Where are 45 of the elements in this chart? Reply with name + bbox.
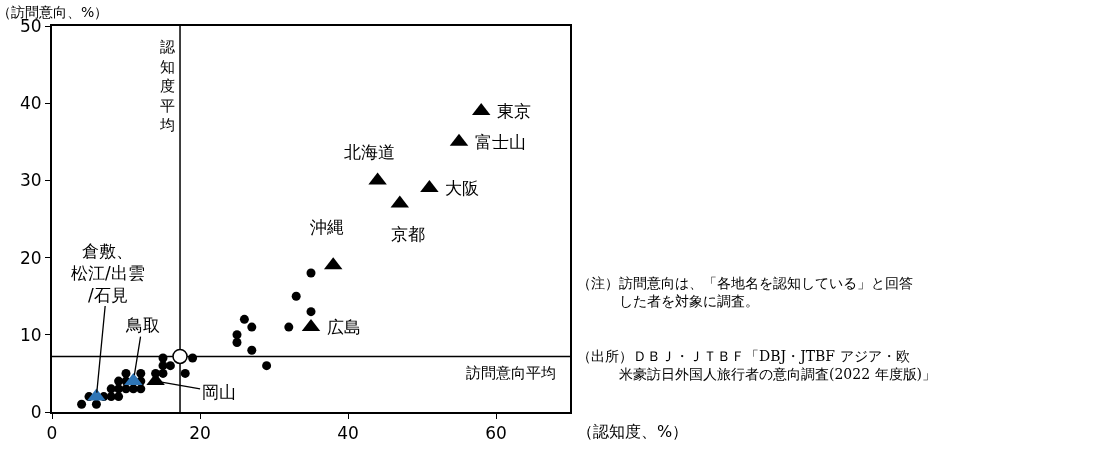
point (232, 338, 242, 348)
annotation: 富士山 (475, 132, 526, 152)
point (306, 307, 316, 317)
point (291, 291, 301, 301)
point (91, 399, 101, 409)
point (239, 314, 249, 324)
x-tick-label: 0 (46, 423, 58, 444)
point (180, 368, 190, 378)
point (121, 368, 131, 378)
point (165, 361, 175, 371)
point (158, 353, 168, 363)
point (306, 268, 316, 278)
point (114, 392, 124, 402)
y-tick-label: 20 (19, 247, 42, 268)
annotation: 倉敷、松江/出雲/石見 (71, 241, 145, 306)
point (247, 322, 257, 332)
y-tick-label: 30 (19, 170, 42, 191)
annotation: 京都 (391, 224, 425, 244)
annotation: 岡山 (202, 382, 236, 402)
ref-line-label: 訪問意向平均 (466, 364, 556, 382)
y-tick-label: 40 (19, 93, 42, 114)
annotation: 沖縄 (310, 217, 344, 237)
x-axis-title: （認知度、%） (577, 422, 689, 441)
point (77, 399, 87, 409)
point (114, 376, 124, 386)
annotation: 東京 (497, 101, 531, 121)
x-tick-label: 20 (189, 423, 211, 444)
point (247, 345, 257, 355)
annotation: 北海道 (344, 142, 395, 162)
annotation: 鳥取 (125, 315, 160, 335)
y-tick-label: 0 (30, 401, 42, 422)
annotation: 大阪 (445, 178, 479, 198)
point (262, 361, 272, 371)
point (172, 348, 188, 365)
x-tick-label: 60 (485, 423, 507, 444)
point (284, 322, 294, 332)
text: （注）訪問意向は、「各地名を認知している」と回答した者を対象に調査。 (577, 275, 913, 310)
point (136, 384, 146, 394)
x-tick-label: 40 (337, 423, 359, 444)
ref-line-label: 認知度平均 (159, 38, 175, 134)
point (136, 368, 146, 378)
annotation: 広島 (327, 317, 361, 337)
point (188, 353, 198, 363)
text: （出所）ＤＢＪ・ＪＴＢＦ「DBJ・JTBF アジア・欧米豪訪日外国人旅行者の意向調査(2022 年度版)」 (577, 348, 937, 383)
y-tick-label: 10 (19, 324, 42, 345)
